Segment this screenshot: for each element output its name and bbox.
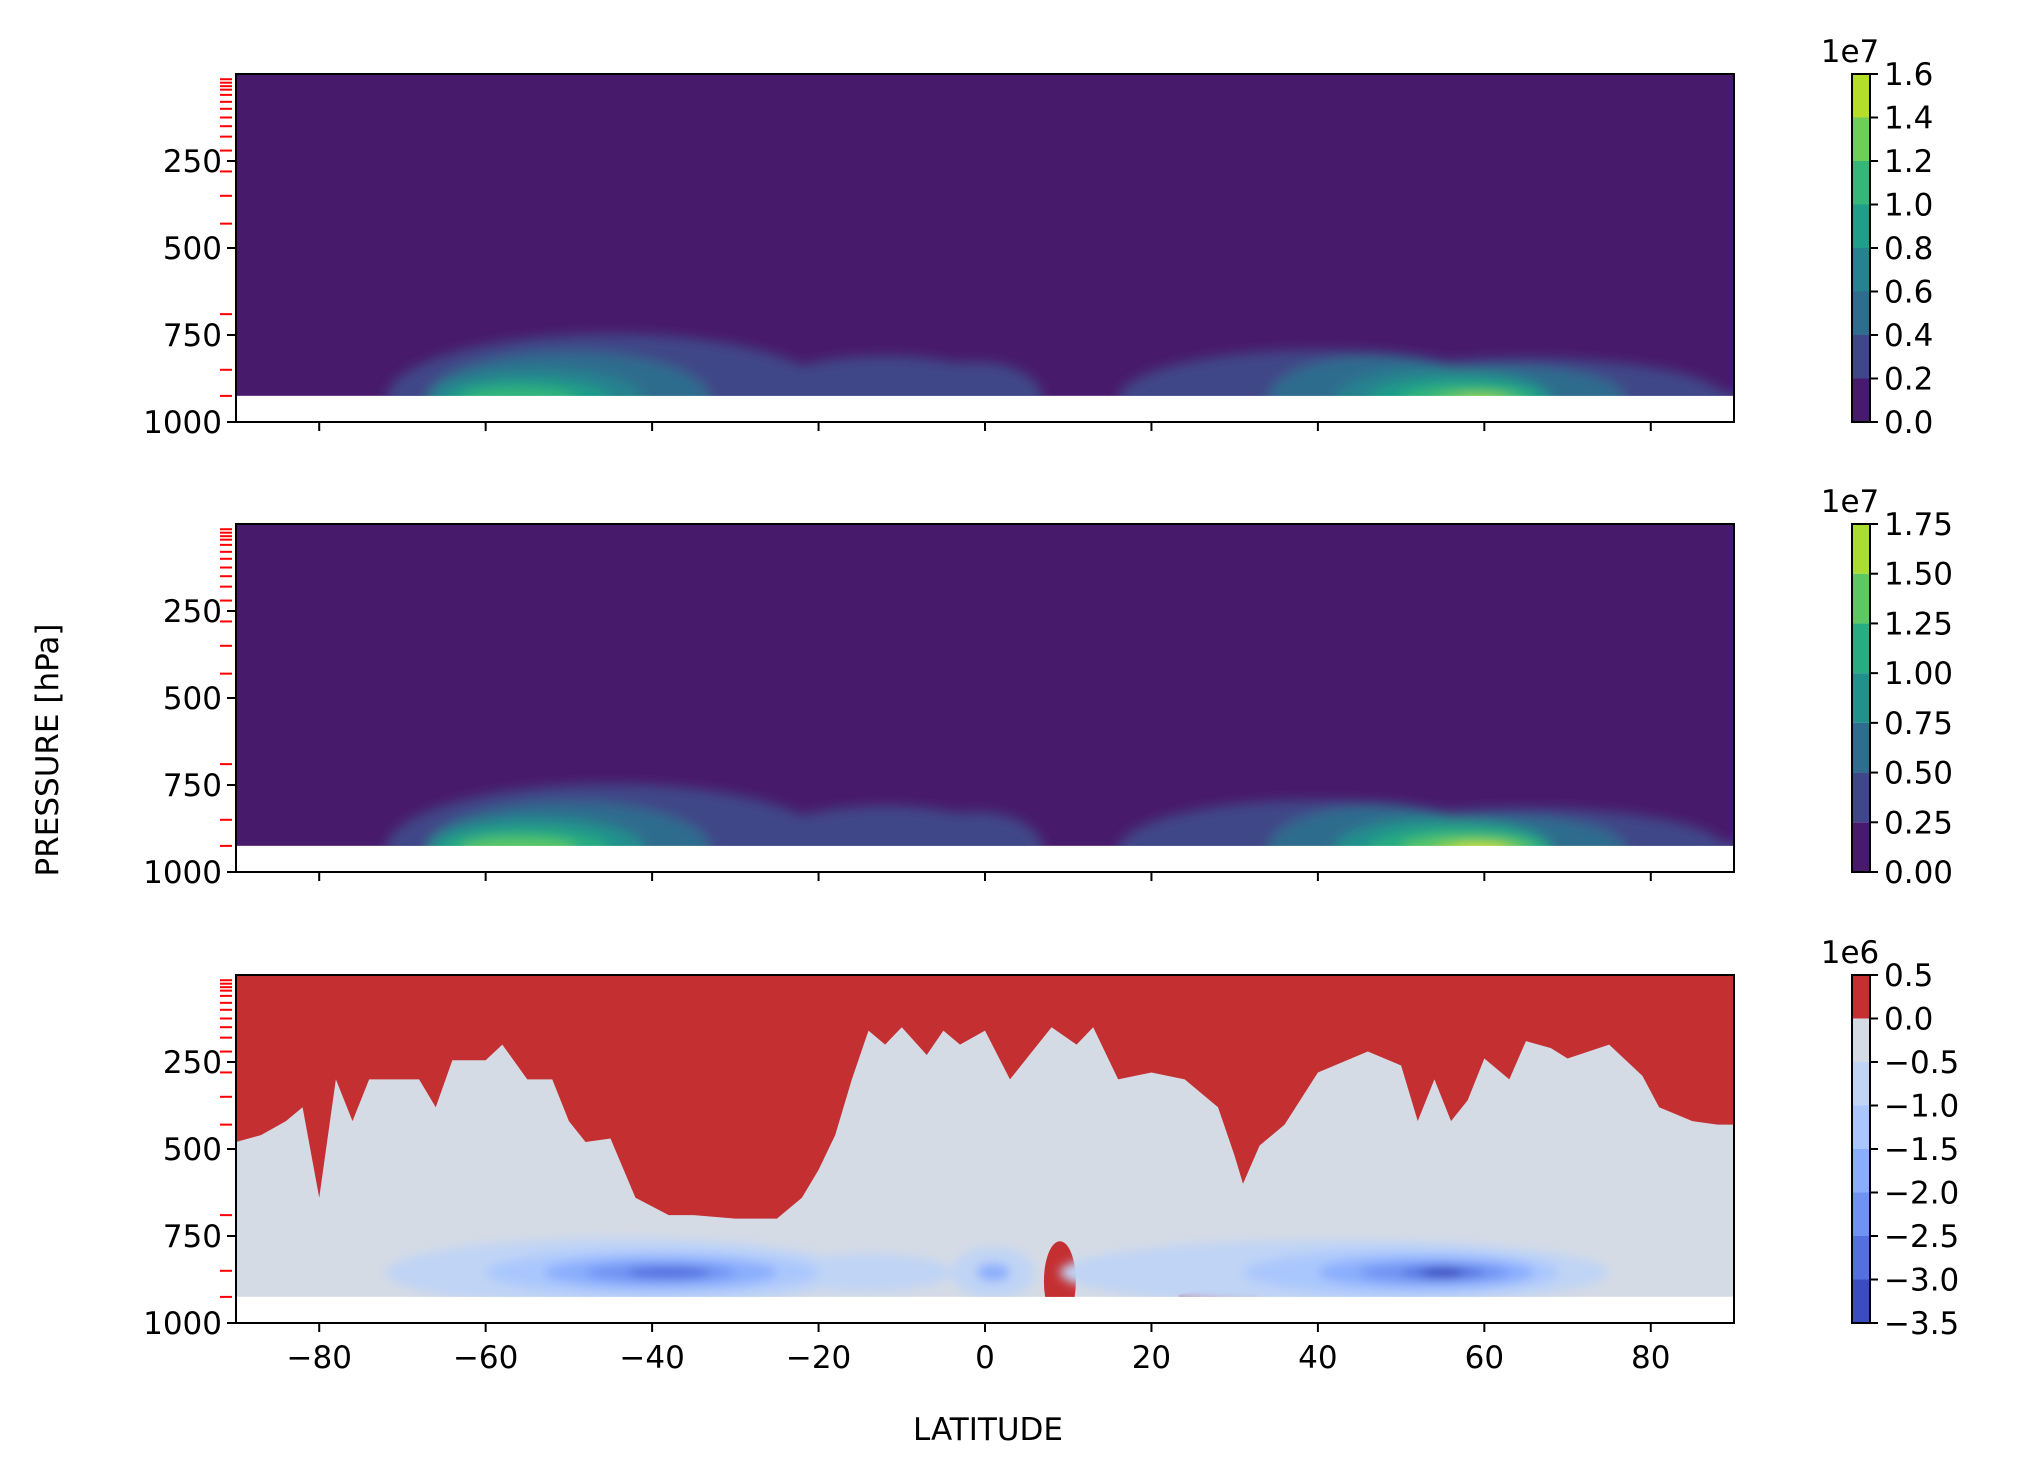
x-tick-label: 80 <box>1631 1340 1670 1376</box>
colorbar-segment <box>1852 722 1870 773</box>
colorbar-tick-label: 1.75 <box>1884 507 1953 543</box>
colorbar-tick-label: 1.50 <box>1884 557 1953 593</box>
x-tick-label: −20 <box>786 1340 851 1376</box>
y-tick-label: 250 <box>163 594 222 630</box>
y-tick-label: 1000 <box>143 855 222 891</box>
x-tick-label: 40 <box>1298 1340 1337 1376</box>
x-tick-label: −40 <box>619 1340 684 1376</box>
y-tick-label: 500 <box>163 1132 222 1168</box>
colorbar-tick-label: −2.5 <box>1884 1219 1959 1255</box>
colorbar-tick-label: 0.00 <box>1884 855 1953 891</box>
panel-top: 250 500 750 1000 0.0 0.2 0.4 0.6 0.8 1.0 1.2 1.4 1.6… <box>143 34 1933 441</box>
colorbar-tick-label: −2.0 <box>1884 1176 1959 1212</box>
y-tick-label: 250 <box>163 144 222 180</box>
x-tick-label: −60 <box>453 1340 518 1376</box>
colorbar-offset-label: 1e6 <box>1821 935 1880 971</box>
x-tick-label: −80 <box>287 1340 352 1376</box>
y-tick-label: 750 <box>163 768 222 804</box>
y-axis-label: PRESSURE [hPa] <box>30 624 66 877</box>
x-tick-label: 20 <box>1132 1340 1171 1376</box>
y-tick-label: 500 <box>163 681 222 717</box>
y-tick-label: 1000 <box>143 405 222 441</box>
colorbar-tick-label: −0.5 <box>1884 1045 1959 1081</box>
colorbar-segment <box>1852 378 1870 422</box>
colorbar-tick-label: 0.5 <box>1884 958 1933 994</box>
colorbar-tick-label: 1.00 <box>1884 656 1953 692</box>
colorbar-segment <box>1852 117 1870 161</box>
colorbar-segment <box>1852 1018 1870 1062</box>
colorbar-segment <box>1852 335 1870 379</box>
colorbar-segment <box>1852 74 1870 118</box>
colorbar-segment <box>1852 161 1870 205</box>
colorbar-segment <box>1852 822 1870 872</box>
colorbar-segment <box>1852 1105 1870 1149</box>
colorbar-offset-label: 1e7 <box>1821 34 1880 70</box>
colorbar-segment <box>1852 524 1870 574</box>
colorbar-tick-label: 0.8 <box>1884 231 1933 267</box>
colorbar-segment <box>1852 204 1870 248</box>
colorbar-segment <box>1852 673 1870 723</box>
colorbar-tick-label: 0.75 <box>1884 706 1953 742</box>
colorbar-tick-label: 0.0 <box>1884 1002 1933 1038</box>
colorbar-tick-label: 0.0 <box>1884 405 1933 441</box>
y-tick-label: 250 <box>163 1045 222 1081</box>
colorbar-tick-label: 1.0 <box>1884 188 1933 224</box>
colorbar-segment <box>1852 1149 1870 1193</box>
colorbar-segment <box>1852 291 1870 335</box>
colorbar-tick-label: 1.6 <box>1884 57 1933 93</box>
colorbar-tick-label: −3.0 <box>1884 1263 1959 1299</box>
colorbar-tick-label: 0.4 <box>1884 318 1933 354</box>
colorbar-offset-label: 1e7 <box>1821 484 1880 520</box>
colorbar-segment <box>1852 1062 1870 1106</box>
colorbar-segment <box>1852 975 1870 1019</box>
panel-middle: 250 500 750 1000 0.00 0.25 0.50 0.75 1.00 1.25 1.5… <box>143 484 1953 891</box>
y-tick-label: 750 <box>163 1219 222 1255</box>
colorbar-frame <box>1851 523 1871 873</box>
colorbar-tick-label: −1.0 <box>1884 1089 1959 1125</box>
panel-bottom: 250 500 750 1000 −80 −60 −40 −20 0 20 40 60 80 −3.5 −3… <box>143 935 1959 1376</box>
colorbar-segment <box>1852 772 1870 823</box>
colorbar-tick-label: −1.5 <box>1884 1132 1959 1168</box>
colorbar-tick-label: −3.5 <box>1884 1306 1959 1342</box>
x-axis-label: LATITUDE <box>913 1412 1063 1448</box>
colorbar-tick-label: 0.50 <box>1884 756 1953 792</box>
x-tick-label: 60 <box>1465 1340 1504 1376</box>
colorbar-tick-label: 1.25 <box>1884 606 1953 642</box>
colorbar-segment <box>1852 623 1870 674</box>
y-tick-label: 750 <box>163 318 222 354</box>
y-tick-label: 1000 <box>143 1306 222 1342</box>
colorbar-tick-label: 0.25 <box>1884 805 1953 841</box>
colorbar-segment <box>1852 1279 1870 1323</box>
colorbar-tick-label: 1.2 <box>1884 144 1933 180</box>
colorbar-segment <box>1852 248 1870 292</box>
x-tick-label: 0 <box>975 1340 995 1376</box>
colorbar-segment <box>1852 1236 1870 1280</box>
colorbar-segment <box>1852 573 1870 624</box>
colorbar-tick-label: 0.6 <box>1884 275 1933 311</box>
y-tick-label: 500 <box>163 231 222 267</box>
colorbar-segment <box>1852 1192 1870 1236</box>
colorbar-tick-label: 1.4 <box>1884 101 1933 137</box>
colorbar-tick-label: 0.2 <box>1884 362 1933 398</box>
